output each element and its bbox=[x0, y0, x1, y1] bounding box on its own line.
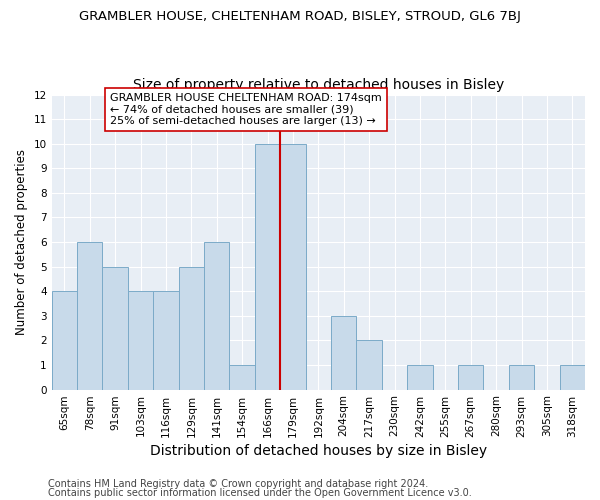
Bar bbox=[509, 365, 534, 390]
Bar bbox=[280, 144, 305, 390]
Bar bbox=[77, 242, 103, 390]
Bar bbox=[356, 340, 382, 390]
Bar bbox=[153, 291, 179, 390]
Bar bbox=[560, 365, 585, 390]
Bar bbox=[458, 365, 484, 390]
Bar bbox=[229, 365, 255, 390]
Text: GRAMBLER HOUSE, CHELTENHAM ROAD, BISLEY, STROUD, GL6 7BJ: GRAMBLER HOUSE, CHELTENHAM ROAD, BISLEY,… bbox=[79, 10, 521, 23]
Bar bbox=[128, 291, 153, 390]
Bar bbox=[179, 266, 204, 390]
Bar bbox=[331, 316, 356, 390]
Bar bbox=[407, 365, 433, 390]
Bar bbox=[103, 266, 128, 390]
X-axis label: Distribution of detached houses by size in Bisley: Distribution of detached houses by size … bbox=[150, 444, 487, 458]
Text: Contains public sector information licensed under the Open Government Licence v3: Contains public sector information licen… bbox=[48, 488, 472, 498]
Title: Size of property relative to detached houses in Bisley: Size of property relative to detached ho… bbox=[133, 78, 504, 92]
Bar bbox=[204, 242, 229, 390]
Bar bbox=[52, 291, 77, 390]
Text: Contains HM Land Registry data © Crown copyright and database right 2024.: Contains HM Land Registry data © Crown c… bbox=[48, 479, 428, 489]
Text: GRAMBLER HOUSE CHELTENHAM ROAD: 174sqm
← 74% of detached houses are smaller (39): GRAMBLER HOUSE CHELTENHAM ROAD: 174sqm ←… bbox=[110, 92, 382, 126]
Bar bbox=[255, 144, 280, 390]
Y-axis label: Number of detached properties: Number of detached properties bbox=[15, 149, 28, 335]
